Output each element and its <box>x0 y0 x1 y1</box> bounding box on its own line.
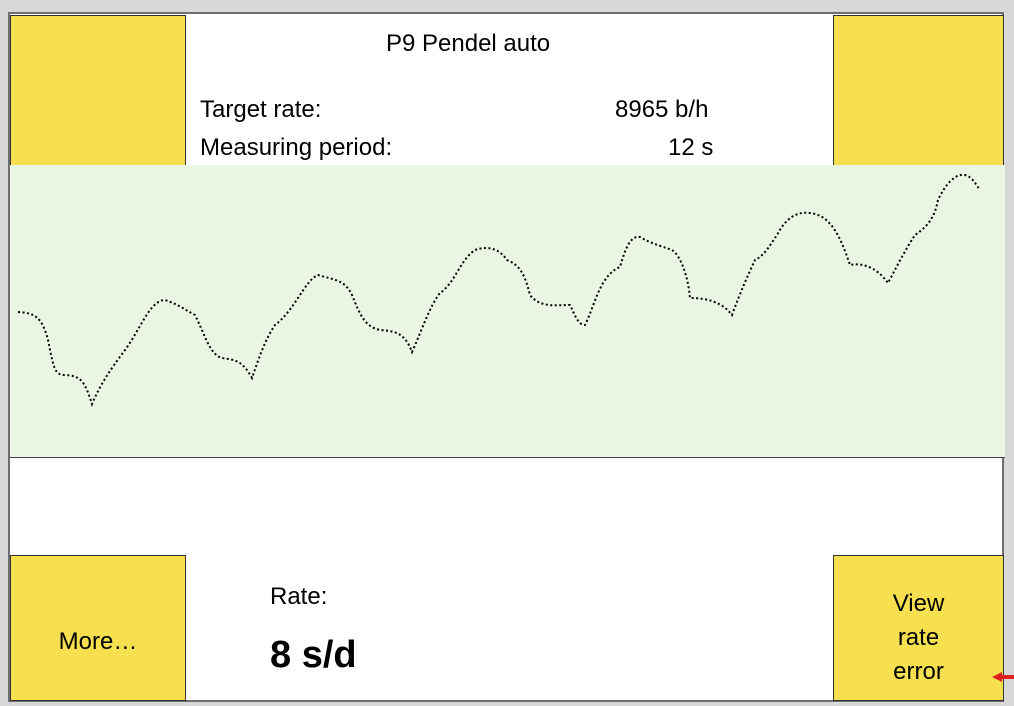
trace-area <box>10 165 1005 458</box>
more-button[interactable]: More… <box>10 555 186 701</box>
top-left-button[interactable] <box>10 15 186 166</box>
button-label-line: rate <box>897 624 940 651</box>
trace-line <box>17 173 981 407</box>
measuring-period-value: 12 s <box>668 134 714 161</box>
button-label-line: error <box>893 658 944 685</box>
program-title: P9 Pendel auto <box>386 30 551 57</box>
trace <box>17 173 981 407</box>
arrow-shape <box>992 672 1014 682</box>
more-button-label: More… <box>58 628 138 655</box>
target-rate-label: Target rate: <box>200 96 322 123</box>
button-label-line: View <box>892 590 945 617</box>
top-right-button[interactable] <box>833 15 1004 166</box>
pointer-arrow <box>992 672 1014 682</box>
target-rate-value: 8965 b/h <box>615 96 709 123</box>
view-rate-error-button[interactable]: View rate error <box>833 555 1004 701</box>
measuring-period-label: Measuring period: <box>200 134 393 161</box>
rate-label: Rate: <box>270 583 328 610</box>
rate-value: 8 s/d <box>270 634 357 676</box>
